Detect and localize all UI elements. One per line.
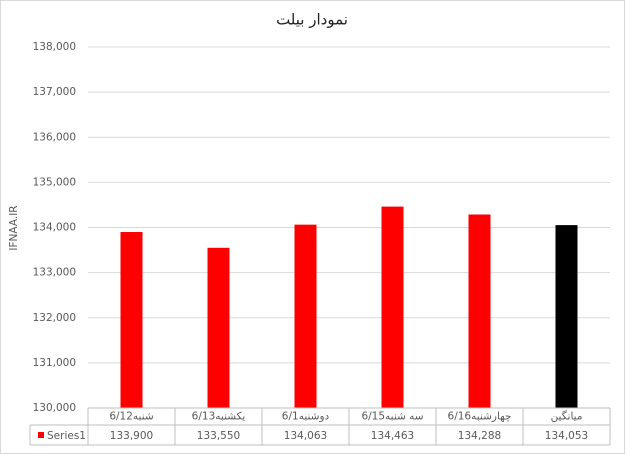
y-tick-label: 133,000	[33, 267, 76, 279]
data-table-value: 133,550	[197, 430, 240, 442]
data-table-value: 133,900	[110, 430, 153, 442]
data-table-value: 134,288	[458, 430, 501, 442]
bar	[207, 247, 230, 408]
y-tick-label: 138,000	[33, 41, 76, 53]
x-tick-label: یکشنبه6/13	[192, 411, 246, 423]
x-tick-label: میانگین	[551, 410, 583, 423]
bar	[555, 225, 578, 408]
bar	[381, 206, 404, 408]
data-table-value: 134,463	[371, 430, 414, 442]
y-tick-label: 136,000	[33, 131, 76, 143]
y-axis-title: IFNAA.IR	[8, 205, 20, 250]
x-tick-label: چهارشنبه6/16	[448, 411, 512, 423]
bar	[294, 224, 317, 408]
bar	[120, 232, 143, 408]
x-tick-label: سه شنبه6/15	[361, 411, 423, 423]
y-tick-label: 132,000	[33, 312, 76, 324]
y-tick-label: 130,000	[33, 402, 76, 414]
x-tick-label: دوشنبه6/1	[282, 411, 330, 423]
y-tick-label: 137,000	[33, 86, 76, 98]
legend-label: Series1	[47, 430, 86, 442]
bar	[468, 214, 491, 408]
y-tick-label: 134,000	[33, 222, 76, 234]
y-tick-label: 131,000	[33, 357, 76, 369]
data-table-value: 134,063	[284, 430, 327, 442]
y-tick-label: 135,000	[33, 176, 76, 188]
chart-title: نمودار بیلت	[276, 11, 348, 29]
legend-key	[38, 432, 44, 438]
x-tick-label: شنبه6/12	[109, 411, 153, 423]
data-table-value: 134,053	[545, 430, 588, 442]
